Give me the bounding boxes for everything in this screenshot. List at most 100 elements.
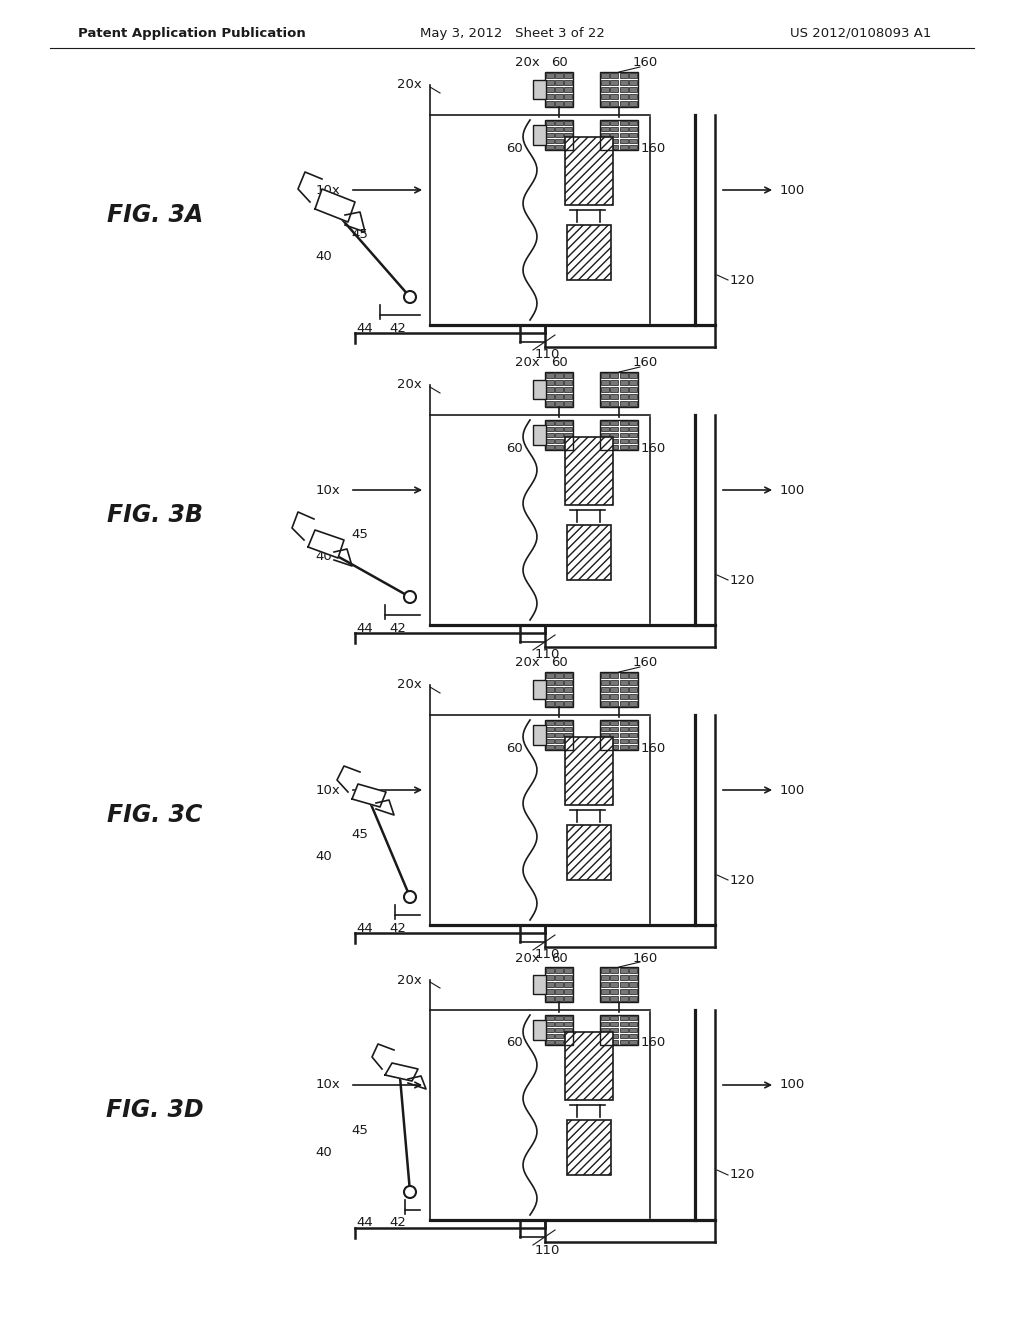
Bar [600,372,638,407]
Text: 120: 120 [730,573,756,586]
Bar [610,133,618,137]
Bar [555,79,563,86]
Bar [546,73,554,78]
Bar [600,120,638,150]
Bar [545,372,573,407]
Bar [545,672,573,708]
Text: 160: 160 [641,742,667,755]
Bar [546,694,554,700]
Bar [601,401,608,407]
Bar [620,79,628,86]
Bar [630,727,637,731]
Bar [620,721,628,725]
Bar [601,87,608,92]
Bar [564,401,572,407]
Bar [630,686,637,692]
Bar [610,673,618,678]
Bar [610,421,618,425]
Bar [564,433,572,437]
Bar [546,982,554,987]
Bar [610,686,618,692]
Bar [620,989,628,994]
Text: 60: 60 [506,441,523,454]
Bar [601,100,608,106]
Text: 20x: 20x [515,656,540,669]
Bar [630,133,637,137]
Bar [610,974,618,981]
Text: 44: 44 [356,921,374,935]
Bar [601,387,608,392]
Bar [610,701,618,706]
Bar [620,372,628,379]
Bar [555,721,563,725]
Bar [555,727,563,731]
Bar [620,968,628,973]
Bar [601,445,608,449]
Bar [555,673,563,678]
Bar [564,701,572,706]
Bar [564,94,572,99]
Polygon shape [385,1063,418,1081]
Bar [564,733,572,738]
Bar [555,139,563,144]
Bar [620,733,628,738]
Bar [620,974,628,981]
Bar [610,426,618,432]
Circle shape [404,290,416,304]
Bar [610,94,618,99]
Bar [620,127,628,131]
Text: 60: 60 [506,742,523,755]
Bar [555,1028,563,1032]
Bar [601,426,608,432]
Bar [610,393,618,399]
Text: 110: 110 [535,348,560,362]
Bar [555,694,563,700]
Bar [620,995,628,1002]
Bar [610,989,618,994]
Text: Patent Application Publication: Patent Application Publication [78,26,306,40]
Bar [630,387,637,392]
Bar [601,1016,608,1020]
Bar [620,694,628,700]
Bar [564,744,572,750]
Bar [555,100,563,106]
Bar [620,1016,628,1020]
Bar [620,401,628,407]
Bar [555,733,563,738]
Bar [546,387,554,392]
Bar [564,79,572,86]
Bar [564,1016,572,1020]
Bar [546,127,554,131]
Bar [546,393,554,399]
Bar [601,79,608,86]
Bar [601,120,608,125]
Bar [630,721,637,725]
Bar [600,73,638,107]
Bar [610,127,618,131]
Text: 20x: 20x [515,356,540,370]
Bar [630,1028,637,1032]
Bar [564,694,572,700]
Bar [610,87,618,92]
Bar [601,721,608,725]
Bar [601,989,608,994]
Bar [630,139,637,144]
Bar [630,995,637,1002]
Bar [601,733,608,738]
Bar [601,974,608,981]
Bar [564,1034,572,1039]
Bar [601,1034,608,1039]
Text: 40: 40 [315,1146,332,1159]
Bar [534,380,546,399]
Bar [534,975,546,994]
Bar [610,982,618,987]
Bar [620,380,628,385]
Text: 45: 45 [351,228,368,242]
Circle shape [404,891,416,903]
Bar [555,686,563,692]
Bar [546,744,554,750]
Bar [600,968,638,1002]
Bar [545,1015,573,1045]
Bar [620,744,628,750]
Bar [564,1040,572,1044]
